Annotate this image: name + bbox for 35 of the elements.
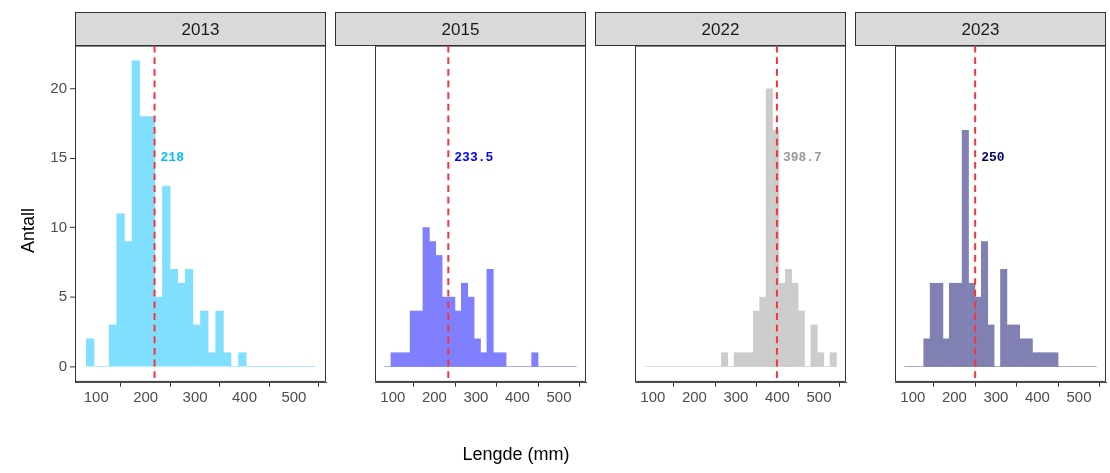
y-tick-label: 10: [50, 218, 67, 235]
x-tick-label: 300: [182, 389, 208, 406]
x-tick-label: 500: [806, 389, 832, 406]
y-tick-label: 5: [58, 288, 67, 305]
x-tick-label: 400: [764, 389, 790, 406]
chart-title: 2022: [595, 12, 846, 46]
y-axis-title: Antall: [18, 207, 39, 253]
x-tick-label: 500: [1066, 389, 1092, 406]
x-tick-label: 100: [900, 389, 926, 406]
x-tick-label: 400: [231, 389, 257, 406]
chart-title: 2023: [855, 12, 1106, 46]
x-tick-label: 300: [463, 389, 489, 406]
x-tick-label: 200: [133, 389, 159, 406]
annotation: 218: [160, 150, 184, 166]
annotation: 233.5: [454, 150, 494, 166]
y-tick-label: 15: [50, 149, 67, 166]
chart-title: 2013: [75, 12, 326, 46]
x-tick-label: 500: [281, 389, 307, 406]
x-axis-title: Lengde (mm): [461, 444, 571, 465]
x-tick-label: 200: [681, 389, 707, 406]
x-tick-label: 100: [83, 389, 109, 406]
y-tick-label: 20: [50, 79, 67, 96]
x-tick-label: 500: [546, 389, 572, 406]
annotation: 398.7: [782, 150, 822, 166]
x-tick-label: 200: [421, 389, 447, 406]
x-tick-label: 400: [1024, 389, 1050, 406]
x-tick-label: 300: [983, 389, 1009, 406]
x-tick-label: 300: [723, 389, 749, 406]
x-tick-label: 200: [941, 389, 967, 406]
x-tick-label: 100: [640, 389, 666, 406]
chart-title: 2015: [335, 12, 586, 46]
x-tick-label: 400: [504, 389, 530, 406]
y-tick-label: 0: [58, 357, 67, 374]
annotation: 250: [981, 150, 1005, 166]
x-tick-label: 100: [380, 389, 406, 406]
